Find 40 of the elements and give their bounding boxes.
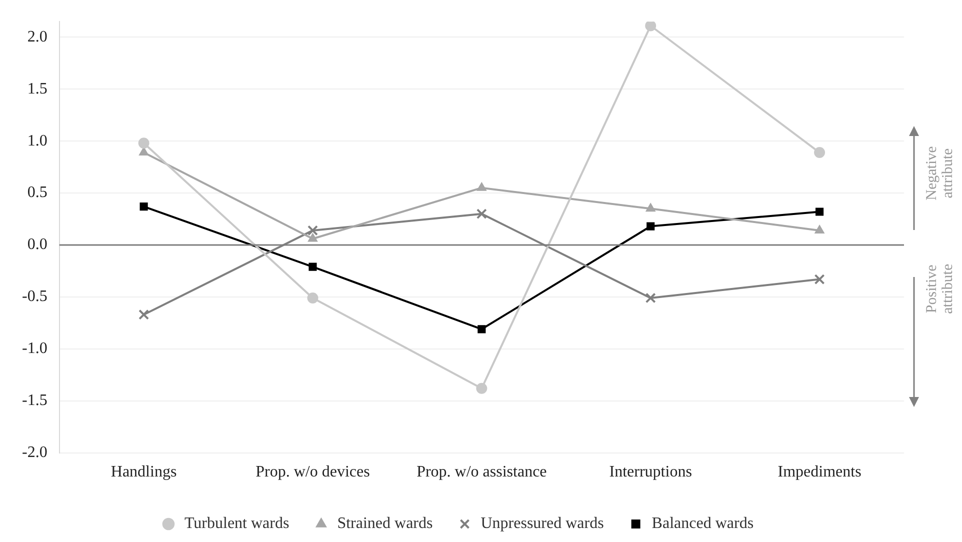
point	[645, 22, 656, 32]
point	[307, 225, 318, 236]
text: Positive attribute	[924, 264, 956, 314]
point	[138, 147, 149, 156]
x-tick-label: Impediments	[778, 464, 862, 481]
x-tick-label: Prop. w/o devices	[256, 464, 370, 481]
y-tick-label: 0.0	[27, 236, 48, 254]
y-tick-label: 1.5	[27, 80, 48, 98]
x-tick-label: Prop. w/o assistance	[416, 464, 547, 481]
point	[646, 203, 656, 212]
legend-label: Strained wards	[337, 515, 433, 532]
point	[308, 262, 317, 271]
y-tick-label: -1.5	[22, 392, 48, 410]
point	[476, 182, 486, 191]
x-tick-label: Interruptions	[609, 464, 692, 481]
point	[138, 138, 150, 149]
y-tick-label: -1.0	[22, 340, 48, 358]
y-tick-label: 1.0	[27, 132, 48, 150]
point	[814, 274, 825, 285]
y-tick-label: -0.5	[22, 288, 48, 306]
y-tick-label: 2.0	[27, 28, 48, 46]
point	[816, 208, 824, 216]
point	[645, 292, 656, 304]
y-tick-label: -2.0	[22, 444, 48, 462]
point	[646, 222, 655, 230]
point	[814, 224, 824, 234]
text: Negative attribute	[924, 146, 956, 200]
point	[308, 233, 318, 242]
point	[140, 202, 148, 211]
legend-label: Turbulent wards	[184, 515, 290, 532]
point	[814, 147, 826, 158]
legend-label: Unpressured wards	[480, 515, 604, 532]
point	[476, 382, 488, 394]
point	[476, 208, 487, 220]
point	[138, 309, 150, 320]
x-tick-label: Handlings	[110, 464, 177, 481]
point	[478, 325, 486, 334]
y-tick-label: 0.5	[27, 184, 48, 202]
point	[307, 292, 318, 304]
legend-label: Balanced wards	[652, 515, 754, 532]
